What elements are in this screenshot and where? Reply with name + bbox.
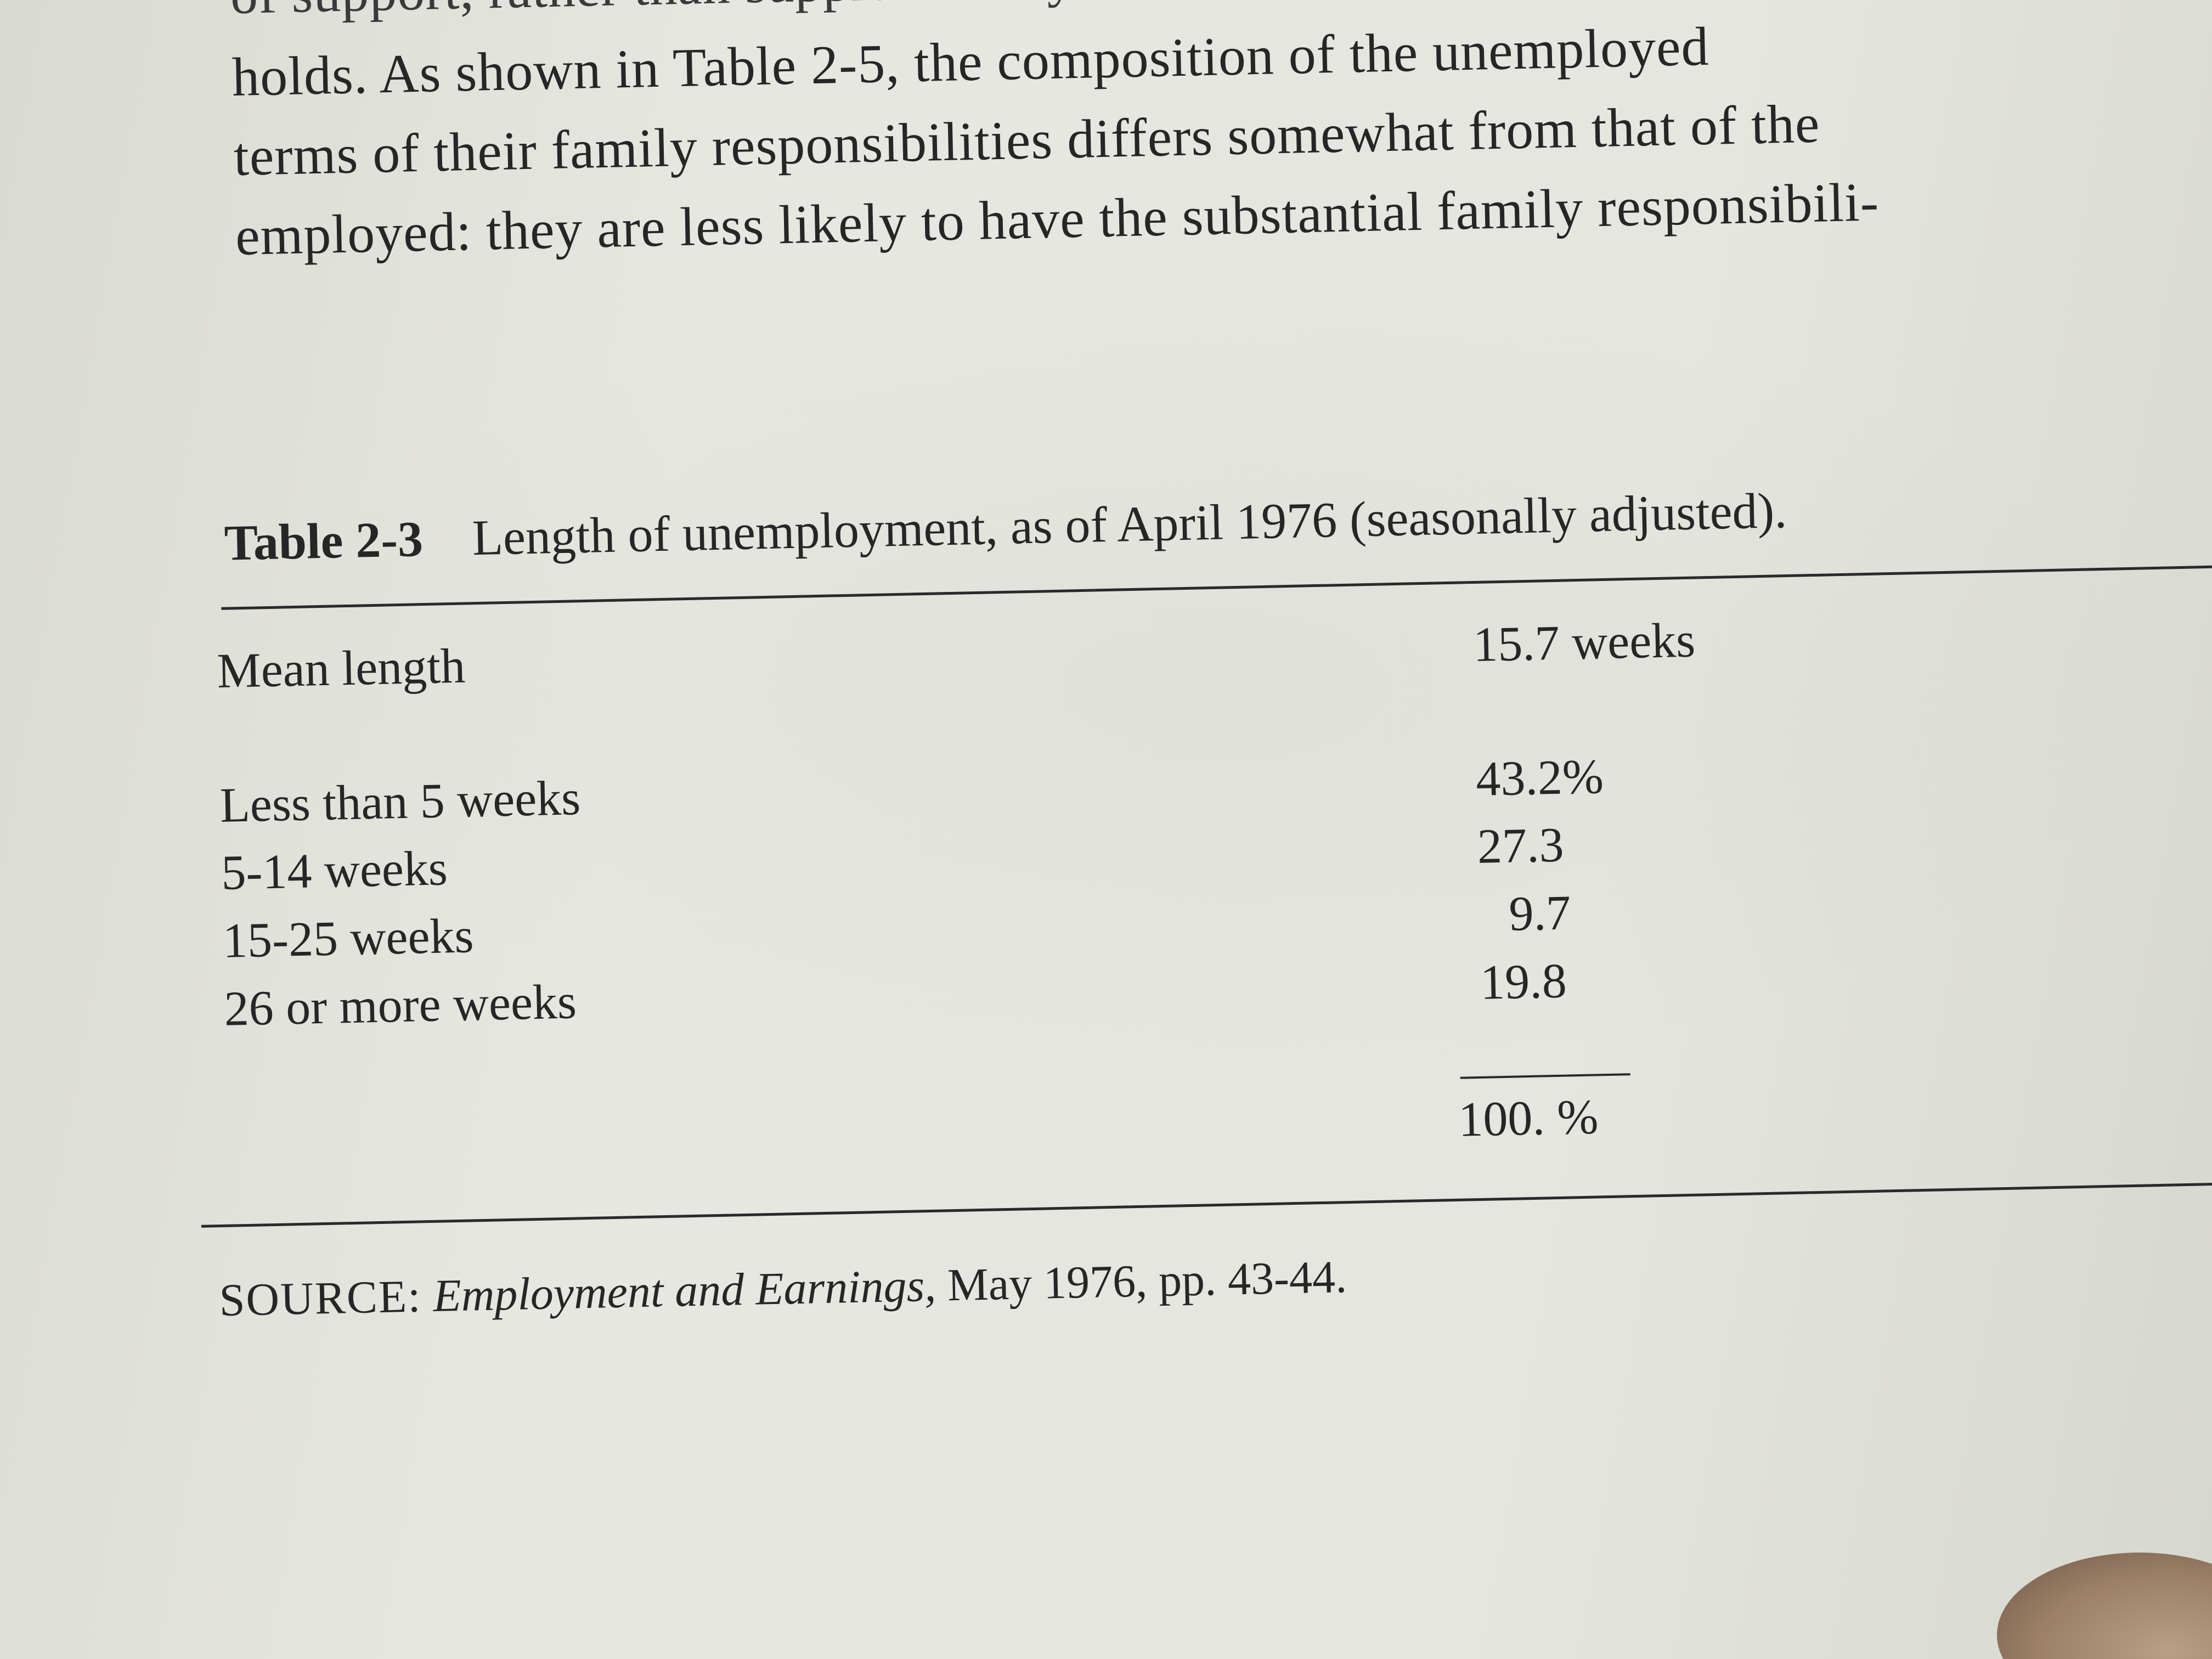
table-title: Length of unemployment, as of April 1976… [471,482,1788,566]
table-bottom-rule [201,1181,2212,1228]
table-row-label: 26 or more weeks [223,974,577,1036]
source-note: SOURCE: Employment and Earnings, May 197… [219,1250,1347,1327]
total-value: 100. % [1458,1090,1599,1147]
table-row-label: 5-14 weeks [221,841,448,900]
table-row-value: 9.7 [1508,885,1572,941]
table-row-label: 15-25 weeks [222,909,475,968]
intro-text-line: holds. As shown in Table 2-5, the compos… [231,15,1710,108]
table-row-label: Less than 5 weeks [219,771,582,833]
table-row-value: 43.2% [1475,749,1604,806]
table-number: Table 2-3 [223,511,424,571]
table-row-value: 19.8 [1480,953,1567,1010]
intro-text-line: terms of their family responsibilities d… [233,93,1821,188]
mean-length-value: 15.7 weeks [1472,613,1696,673]
table-top-rule [221,565,2212,610]
intro-text-line: of support, rather than supplementary [230,0,1075,25]
table-row-value: 27.3 [1476,817,1565,874]
source-details: May 1976, pp. 43-44. [947,1251,1347,1311]
source-publication: Employment and Earnings, [432,1260,937,1322]
table-caption: Table 2-3 Length of unemployment, as of A… [224,481,1787,572]
intro-text-line: employed: they are less likely to have t… [234,171,1880,267]
source-label: SOURCE: [218,1271,422,1327]
mean-length-label: Mean length [216,639,466,698]
show-through-shading [219,274,2194,1097]
sum-rule [1460,1073,1630,1079]
